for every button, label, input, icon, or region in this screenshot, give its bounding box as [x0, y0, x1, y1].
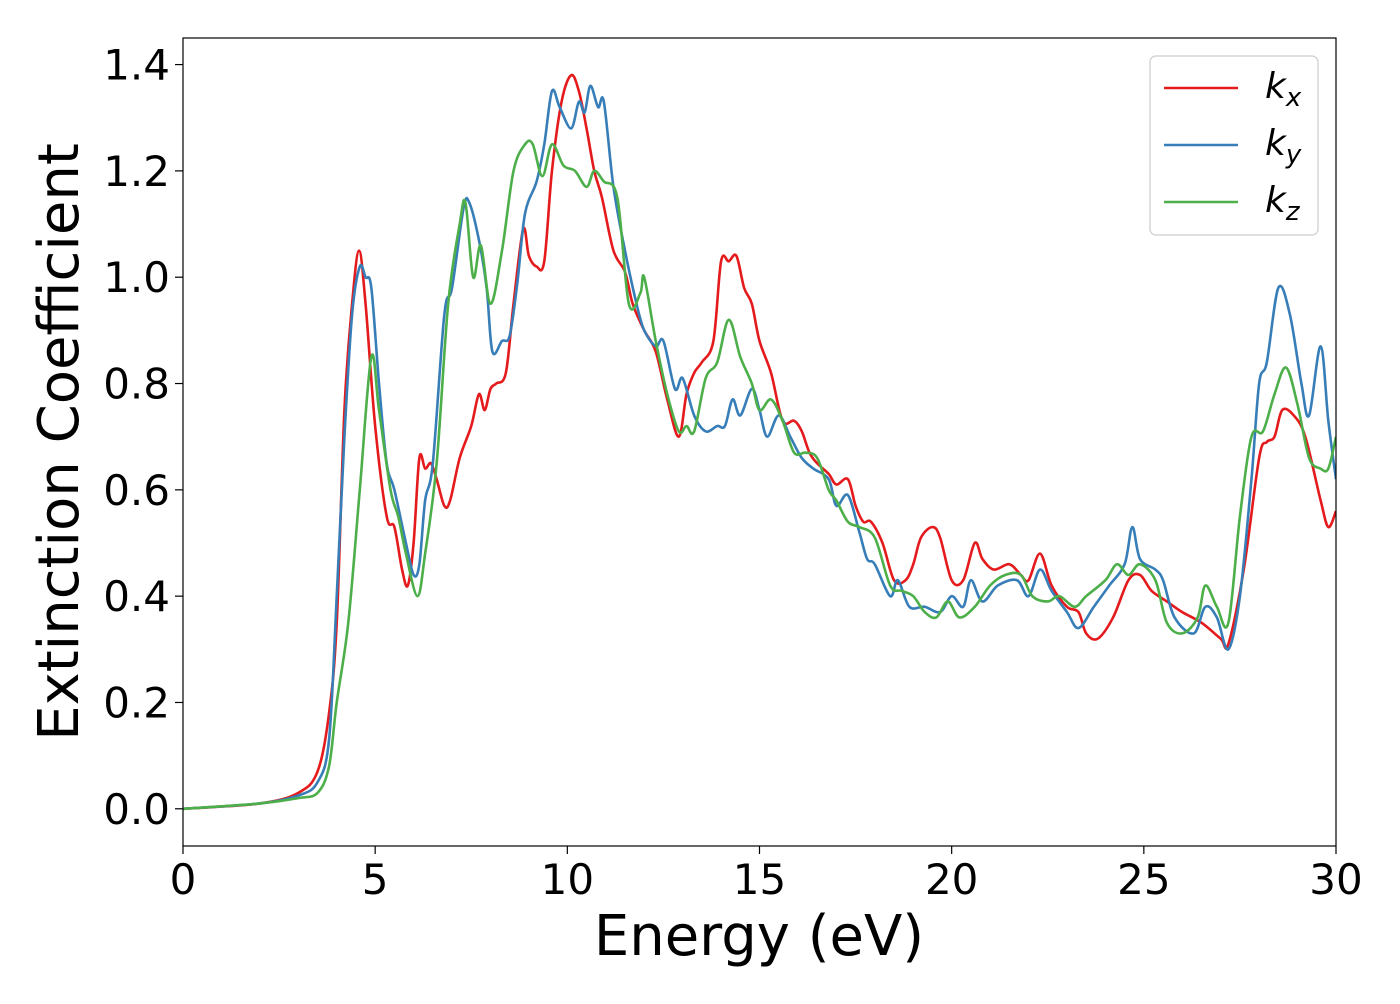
y-axis-label: Extinction Coefficient	[27, 143, 92, 741]
y-tick-label: 1.2	[103, 147, 170, 196]
y-tick-label: 0.8	[103, 360, 170, 409]
x-tick-label: 20	[925, 855, 978, 904]
y-tick-label: 1.0	[103, 253, 170, 302]
legend-label-ky: ky	[1265, 123, 1302, 170]
y-tick-label: 0.6	[103, 466, 170, 515]
legend: kx ky kz	[1149, 55, 1319, 236]
x-tick-label: 5	[362, 855, 389, 904]
series-line-kx	[183, 73, 1336, 811]
x-tick-label: 30	[1309, 855, 1362, 904]
x-tick-label: 0	[170, 855, 197, 904]
x-tick-label: 15	[733, 855, 786, 904]
ticks-layer: 0 5 10 15 20 25 30 0.0 0.2 0.4 0.6 0.8 1.0 1.2 1.4	[103, 41, 1363, 904]
legend-label-kz: kz	[1265, 180, 1301, 227]
legend-label-kx: kx	[1265, 66, 1302, 113]
y-tick-label: 0.0	[103, 785, 170, 834]
x-axis-label: Energy (eV)	[594, 904, 924, 969]
x-tick-label: 25	[1117, 855, 1170, 904]
y-tick-label: 0.2	[103, 678, 170, 727]
x-tick-label: 10	[541, 855, 594, 904]
y-tick-label: 0.4	[103, 572, 170, 621]
y-tick-label: 1.4	[103, 41, 170, 90]
series-line-ky	[183, 84, 1336, 811]
series-line-kz	[183, 139, 1336, 811]
series-layer	[183, 73, 1336, 811]
